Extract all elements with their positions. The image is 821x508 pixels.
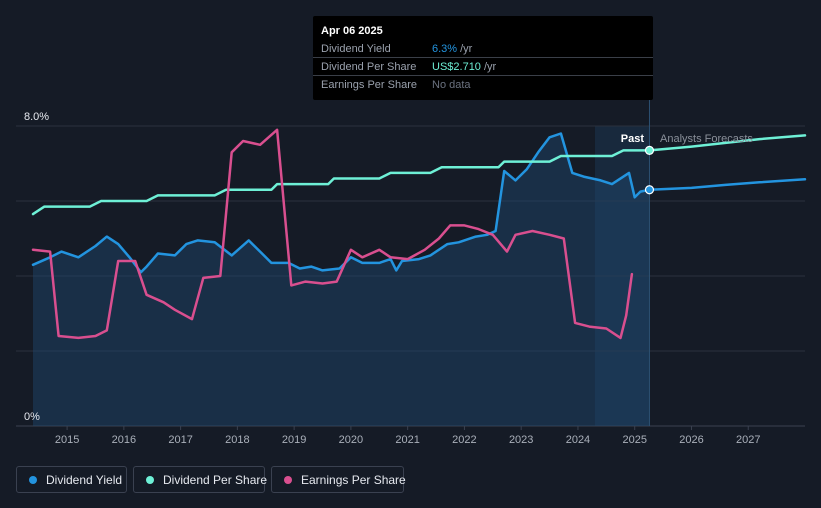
dividend-yield-forecast-line xyxy=(648,178,807,192)
tooltip-label: Dividend Per Share xyxy=(321,61,417,73)
series-areas xyxy=(33,133,650,426)
dividend-per-share-line xyxy=(31,149,651,216)
hover-markers xyxy=(644,145,655,195)
dividend-per-share-forecast-line xyxy=(648,134,807,152)
legend-dot-icon xyxy=(284,476,292,484)
legend-item-earnings-per-share[interactable]: Earnings Per Share xyxy=(271,466,406,493)
series-lines xyxy=(31,128,807,340)
x-tick-label: 2023 xyxy=(509,434,533,446)
x-tick-label: 2015 xyxy=(55,434,79,446)
legend-item-dividend-yield[interactable]: Dividend Yield xyxy=(16,466,127,493)
x-tick-label: 2018 xyxy=(225,434,249,446)
x-tick-label: 2026 xyxy=(679,434,703,446)
legend-dot-icon xyxy=(29,476,37,484)
tooltip-unit: /yr xyxy=(483,61,497,73)
y-tick-label: 8.0% xyxy=(24,111,49,123)
x-tick-label: 2019 xyxy=(282,434,306,446)
x-tick-label: 2027 xyxy=(736,434,760,446)
y-axis: 8.0% 0% xyxy=(24,111,49,423)
tooltip-row-dividend-per-share: Dividend Per Share US$2.710/yr xyxy=(313,57,653,76)
x-tick-label: 2024 xyxy=(566,434,590,446)
tooltip-row-dividend-yield: Dividend Yield 6.3%/yr xyxy=(313,40,653,58)
past-label: Past xyxy=(621,133,645,145)
y-tick-label: 0% xyxy=(24,411,40,423)
dividend-yield-line xyxy=(31,132,651,274)
legend-item-dividend-per-share[interactable]: Dividend Per Share xyxy=(133,466,268,493)
tooltip-label: Dividend Yield xyxy=(321,43,391,55)
x-tick-label: 2022 xyxy=(452,434,476,446)
dividend-yield-marker xyxy=(644,185,655,195)
x-tick-label: 2021 xyxy=(395,434,419,446)
tooltip-label: Earnings Per Share xyxy=(321,79,417,91)
dividend-yield-area xyxy=(33,133,650,426)
legend-label: Dividend Yield xyxy=(46,473,123,487)
x-tick-label: 2017 xyxy=(168,434,192,446)
forecast-label: Analysts Forecasts xyxy=(660,133,753,145)
tooltip-value-text: 6.3% xyxy=(432,43,458,55)
tooltip-row-earnings-per-share: Earnings Per Share No data xyxy=(313,75,653,94)
tooltip-value: No data xyxy=(432,79,474,91)
x-tick-label: 2020 xyxy=(339,434,363,446)
x-tick-label: 2025 xyxy=(622,434,646,446)
tooltip-value: US$2.710/yr xyxy=(432,61,496,73)
earnings-per-share-line xyxy=(31,128,634,340)
x-tick-label: 2016 xyxy=(112,434,136,446)
hover-tooltip: Apr 06 2025 Dividend Yield 6.3%/yr Divid… xyxy=(313,16,653,100)
dividend-per-share-marker xyxy=(644,145,655,155)
legend-label: Dividend Per Share xyxy=(163,473,268,487)
tooltip-value: 6.3%/yr xyxy=(432,43,472,55)
tooltip-unit: /yr xyxy=(460,43,473,55)
x-axis: 2015 2016 2017 2018 2019 2020 2021 2022 2023 2024… xyxy=(55,426,760,446)
legend-dot-icon xyxy=(146,476,154,484)
legend-label: Earnings Per Share xyxy=(301,473,406,487)
tooltip-value-text: No data xyxy=(432,79,471,91)
tooltip-date: Apr 06 2025 xyxy=(321,25,383,37)
tooltip-value-text: US$2.710 xyxy=(432,61,481,73)
